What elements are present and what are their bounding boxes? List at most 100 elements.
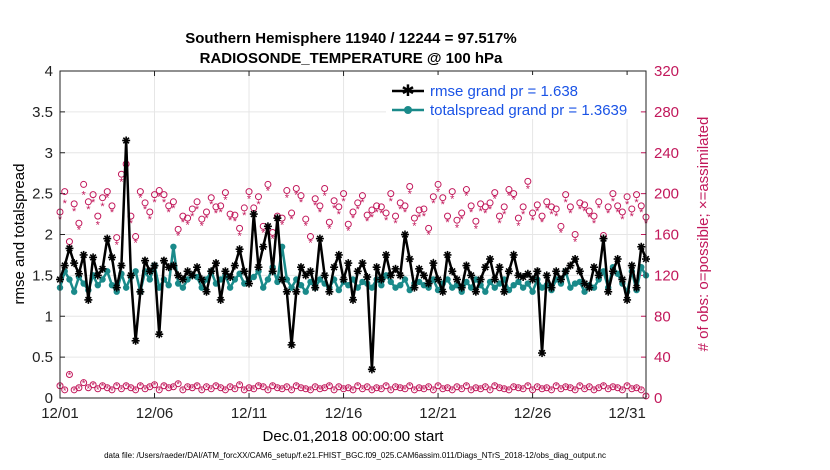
- obs-low-assimilated-point: *: [347, 384, 351, 394]
- obs-assimilated-point: *: [365, 216, 370, 228]
- rmse-point: [159, 256, 168, 265]
- obs-low-assimilated-point: *: [143, 385, 147, 395]
- obs-assimilated-point: *: [280, 219, 285, 231]
- obs-low-possible-point: [406, 382, 414, 390]
- obs-assimilated-point: *: [549, 209, 554, 221]
- rmse-point-stroke: [552, 267, 560, 275]
- obs-assimilated-point: *: [582, 206, 587, 218]
- obs-possible-point: [538, 212, 546, 220]
- x-tick-label: 12/31: [608, 405, 646, 422]
- rmse-point-stroke: [510, 251, 518, 259]
- obs-low-possible-point: [108, 386, 116, 394]
- obs-assimilated-point: *: [185, 219, 190, 231]
- rmse-point-stroke: [188, 271, 196, 279]
- obs-assimilated-point: *: [592, 218, 597, 230]
- obs-assimilated-point: *: [426, 229, 431, 241]
- rmse-point-stroke: [637, 243, 645, 251]
- obs-low-assimilated-point: *: [479, 385, 483, 395]
- obs-assimilated-point: *: [148, 214, 153, 226]
- rmse-point-stroke: [330, 263, 338, 271]
- rmse-point-stroke: [373, 263, 381, 271]
- obs-low-assimilated-point: *: [124, 382, 128, 392]
- rmse-point-stroke: [429, 259, 437, 267]
- obs-low-assimilated-point: *: [200, 386, 204, 396]
- obs-possible-point: [519, 203, 527, 211]
- obs-possible-point: [581, 201, 589, 209]
- obs-low-possible-point: [273, 384, 281, 392]
- obs-low-assimilated-point: *: [526, 382, 530, 392]
- obs-low-assimilated-point: *: [422, 385, 426, 395]
- rmse-point: [103, 234, 112, 243]
- rmse-point-stroke: [122, 137, 130, 144]
- rmse-point: [330, 263, 339, 272]
- y-tick-label: 3.5: [32, 104, 53, 121]
- rmse-point-stroke: [80, 251, 88, 259]
- obs-assimilated-point: *: [497, 218, 502, 230]
- obs-possible-point: [543, 198, 551, 206]
- obs-low-assimilated-point: *: [134, 386, 138, 396]
- obs-assimilated-point: *: [133, 238, 138, 250]
- rmse-point: [561, 267, 570, 276]
- obs-low-possible-point: [316, 385, 324, 393]
- right-y-tick-label: 280: [654, 104, 679, 121]
- rmse-point: [467, 271, 476, 280]
- obs-low-possible-point: [288, 386, 296, 394]
- obs-possible-point: [562, 191, 570, 199]
- obs-possible-point: [184, 214, 192, 222]
- totalspread-point: [250, 273, 257, 281]
- data-series: * * * * * * * * * * * * * * * * * * * * * * * * * * * * * * * * * * * * * * * *…: [56, 136, 650, 402]
- obs-low-possible-point: [623, 382, 631, 390]
- rmse-point: [410, 283, 419, 292]
- rmse-point-stroke: [203, 288, 210, 296]
- totalspread-point: [104, 268, 111, 275]
- rmse-point: [150, 261, 159, 270]
- obs-possible-point: [212, 203, 220, 211]
- obs-assimilated-point: *: [478, 206, 483, 218]
- obs-possible-point: [236, 224, 244, 232]
- obs-low-assimilated-point: *: [450, 386, 454, 396]
- obs-low-assimilated-point: *: [219, 384, 223, 394]
- totalspread-point: [614, 270, 621, 277]
- obs-possible-point: [434, 180, 442, 188]
- rmse-point-stroke: [618, 276, 626, 283]
- obs-low-assimilated-point: *: [630, 385, 634, 395]
- obs-possible-point: [306, 233, 314, 241]
- obs-assimilated-point: *: [445, 217, 450, 229]
- obs-possible-point: [533, 201, 541, 209]
- totalspread-point: [590, 284, 598, 291]
- rmse-point: [254, 263, 263, 272]
- rmse-point-stroke: [477, 276, 484, 283]
- totalspread-point: [66, 276, 73, 283]
- obs-low-assimilated-point: *: [559, 385, 563, 395]
- rmse-point-stroke: [94, 271, 102, 279]
- obs-assimilated-point: *: [261, 227, 266, 239]
- obs-assimilated-point: *: [412, 220, 417, 232]
- rmse-point-stroke: [411, 284, 418, 292]
- obs-possible-point: [571, 231, 579, 238]
- obs-low-possible-point: [132, 386, 140, 394]
- obs-possible-point: [84, 198, 92, 206]
- obs-low-assimilated-point: *: [545, 384, 549, 394]
- rmse-point-stroke: [496, 263, 503, 271]
- obs-low-possible-point: [637, 386, 645, 394]
- rmse-point: [216, 295, 225, 304]
- rmse-point: [448, 267, 457, 276]
- obs-possible-point: [633, 191, 641, 199]
- obs-low-assimilated-point: *: [413, 386, 417, 396]
- rmse-point: [315, 234, 324, 243]
- obs-low-assimilated-point: *: [101, 382, 105, 392]
- obs-assimilated-point: *: [540, 217, 545, 229]
- legend: ✱ rmse grand pr = 1.638 totalspread gran…: [386, 75, 640, 119]
- rmse-point: [188, 271, 197, 280]
- obs-low-assimilated-point: *: [271, 382, 275, 392]
- rmse-point: [126, 271, 135, 280]
- obs-possible-point: [193, 198, 201, 206]
- obs-assimilated-point: *: [578, 204, 583, 216]
- obs-low-assimilated-point: *: [68, 370, 72, 380]
- rmse-point-stroke: [529, 276, 536, 283]
- obs-possible-point: [174, 225, 182, 233]
- rmse-point: [386, 271, 395, 280]
- totalspread-point: [515, 278, 522, 286]
- obs-low-assimilated-point: *: [309, 386, 313, 396]
- obs-low-possible-point: [434, 382, 442, 390]
